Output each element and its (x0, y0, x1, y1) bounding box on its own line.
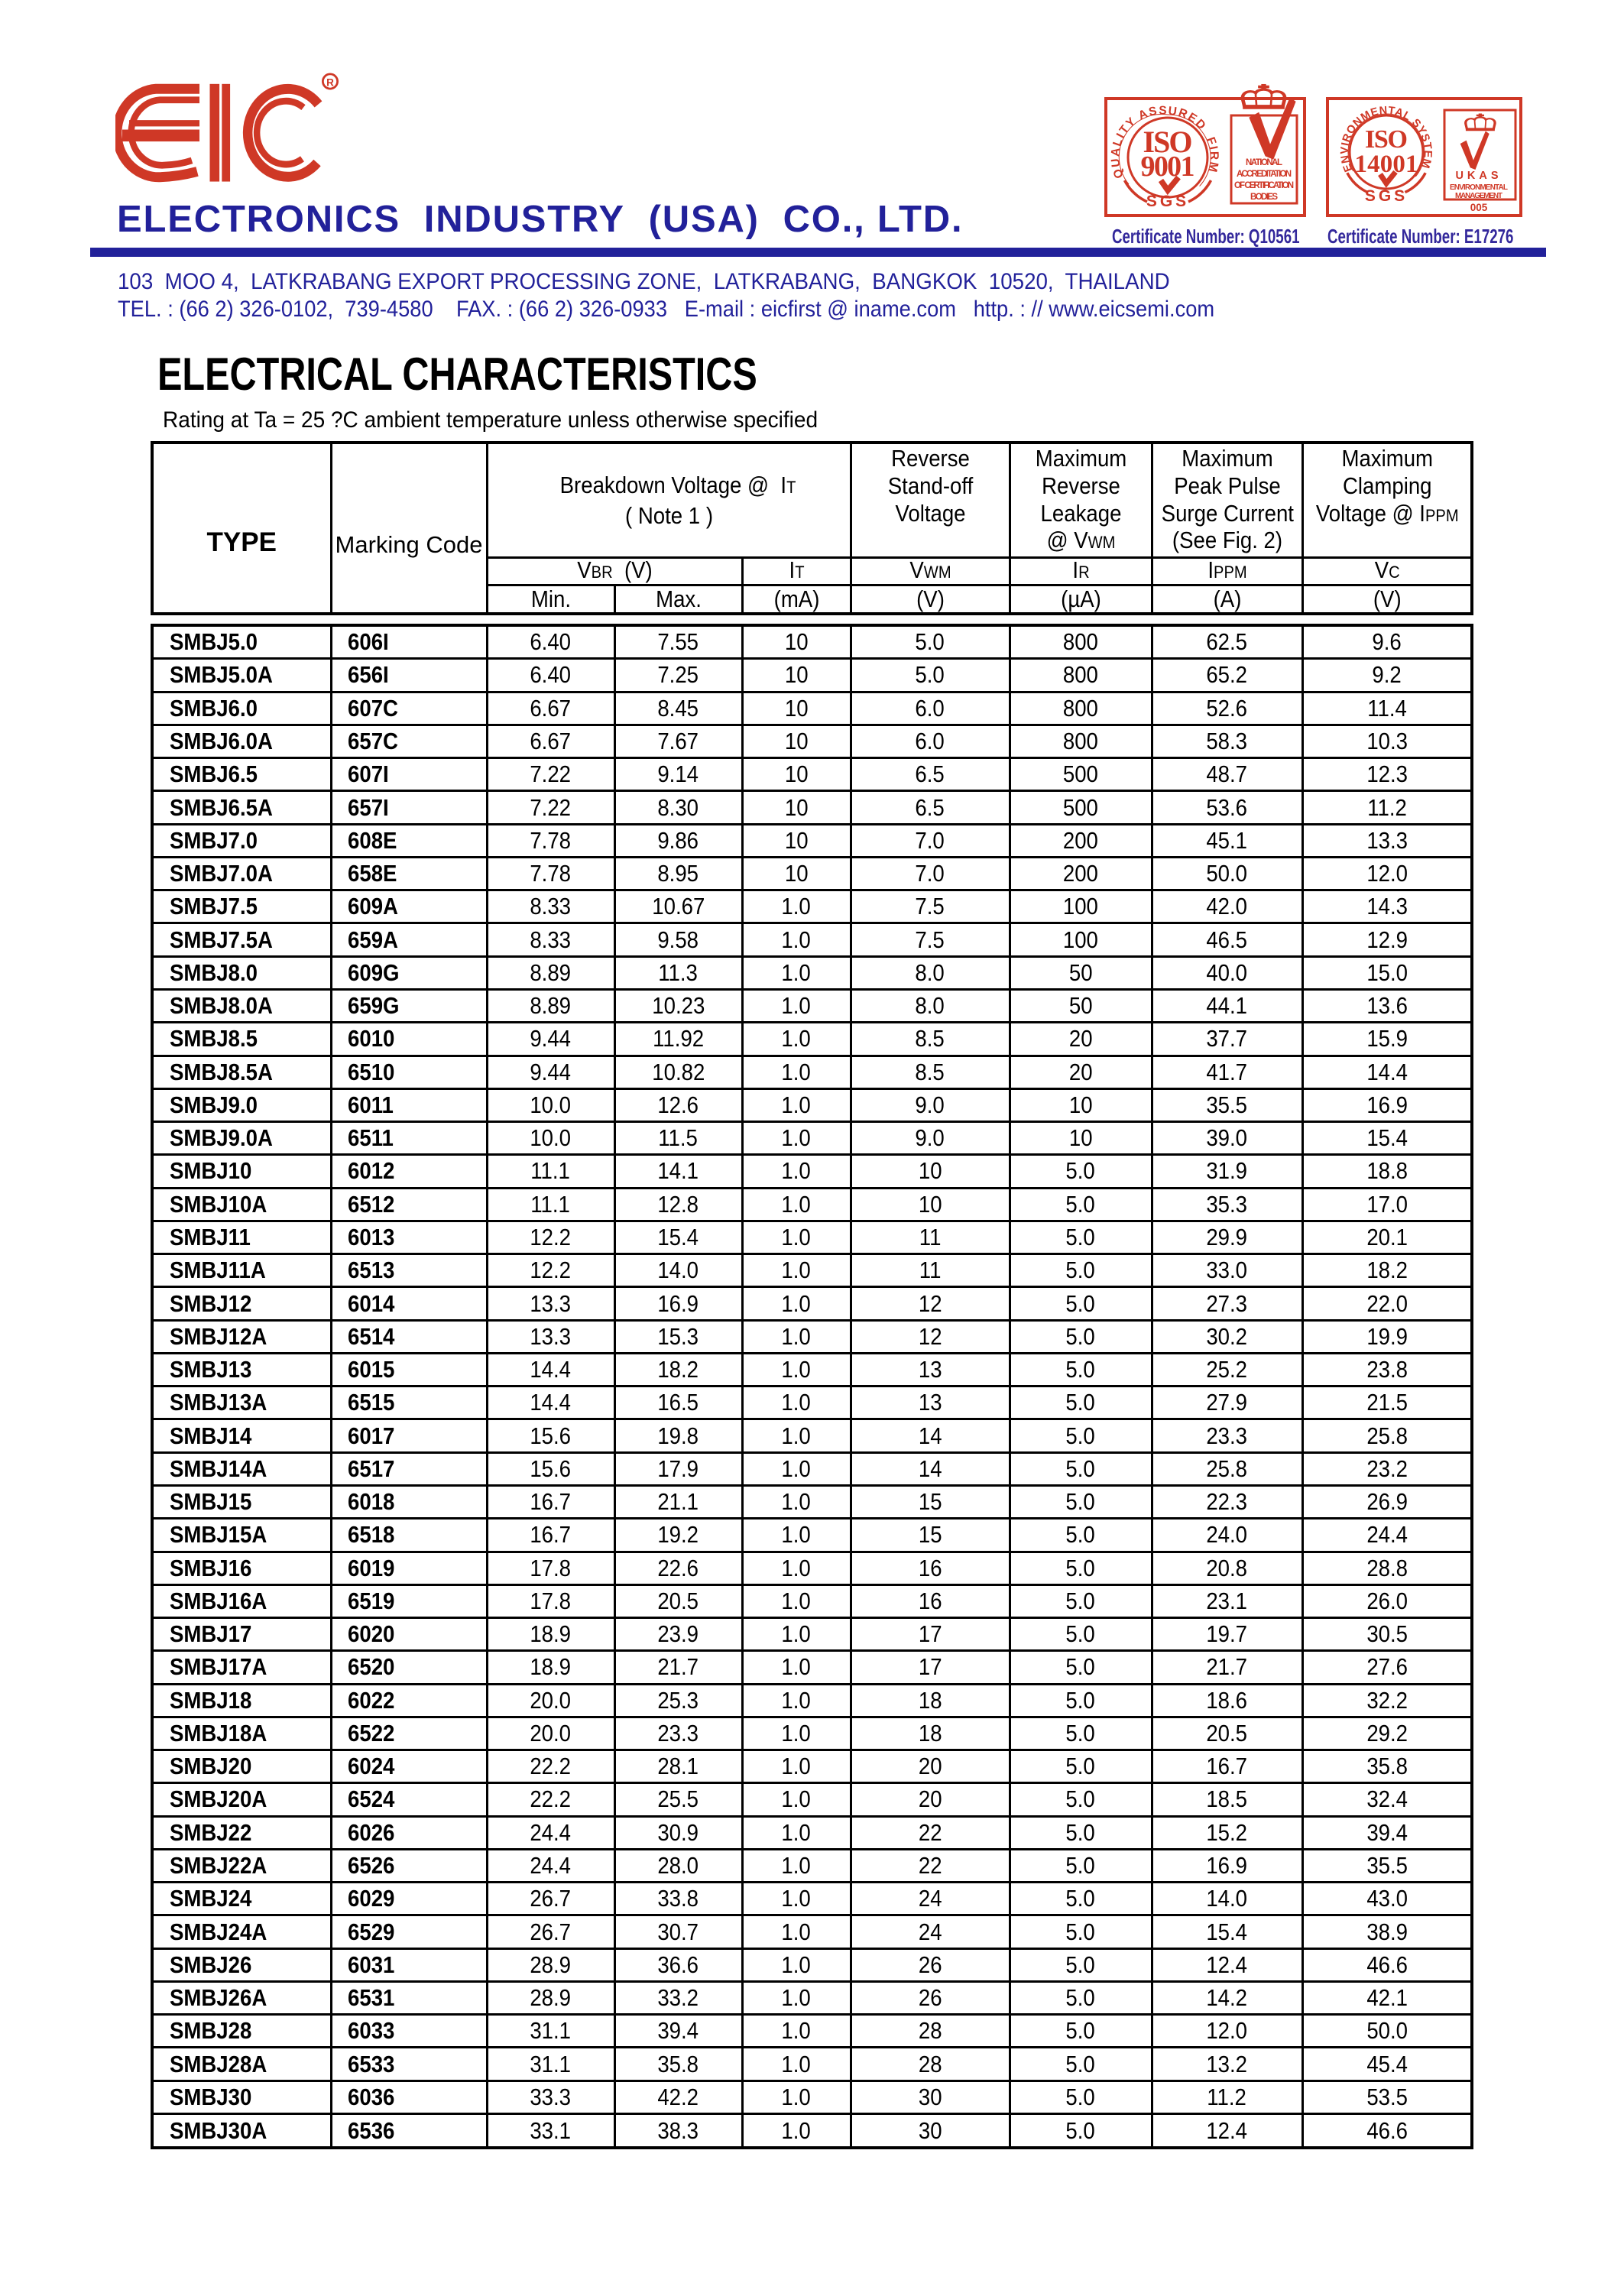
svg-text:MANAGEMENT: MANAGEMENT (1455, 192, 1502, 200)
svg-text:14001: 14001 (1355, 151, 1418, 178)
svg-text:UKAS: UKAS (1455, 170, 1502, 182)
svg-text:OF CERTIFICATION: OF CERTIFICATION (1234, 181, 1294, 190)
svg-text:NATIONAL: NATIONAL (1246, 158, 1282, 167)
svg-text:005: 005 (1470, 202, 1488, 213)
svg-text:ENVIRONMENTAL: ENVIRONMENTAL (1450, 183, 1508, 192)
svg-text:ISO: ISO (1143, 125, 1193, 159)
svg-text:9001: 9001 (1141, 151, 1195, 183)
svg-text:ACCREDITATION: ACCREDITATION (1237, 170, 1292, 179)
svg-text:ISO: ISO (1365, 125, 1408, 154)
svg-text:R: R (326, 77, 334, 89)
svg-text:SGS: SGS (1146, 193, 1189, 210)
svg-text:SGS: SGS (1365, 187, 1408, 205)
svg-text:BODIES: BODIES (1250, 193, 1278, 202)
